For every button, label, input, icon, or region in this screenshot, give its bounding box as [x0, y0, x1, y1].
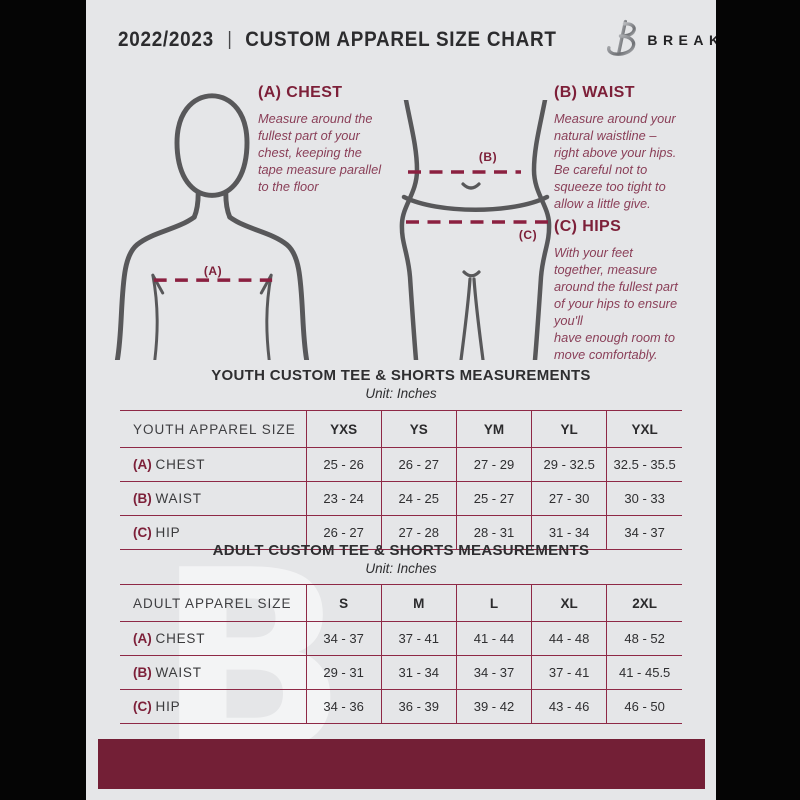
- adult-table-title: ADULT CUSTOM TEE & SHORTS MEASUREMENTS: [212, 542, 590, 559]
- cell: 34 - 37: [455, 655, 532, 690]
- hips-guide-heading: (C) HIPS: [554, 218, 622, 235]
- header-title-group: 2022/2023 | CUSTOM APPAREL SIZE CHART: [118, 28, 557, 52]
- cell: 34 - 36: [305, 689, 382, 724]
- youth-size-table: YOUTH APPAREL SIZE YXS YS YM YL YXL (A) …: [120, 410, 682, 550]
- waist-guide-heading: (B) WAIST: [554, 84, 635, 101]
- adult-header-row: ADULT APPAREL SIZE S M L XL 2XL: [120, 584, 682, 622]
- adult-table-unit: Unit: Inches: [365, 561, 437, 576]
- title-separator: |: [227, 29, 232, 50]
- cell: 27 - 28: [380, 515, 457, 550]
- youth-chest-row: (A) CHEST 25 - 26 26 - 27 27 - 29 29 - 3…: [120, 447, 682, 482]
- chest-guide-section: (A) CHEST Measure around the fullest par…: [258, 84, 403, 195]
- waist-marker-label: (B): [478, 150, 498, 164]
- row-label: (A) CHEST: [120, 447, 307, 482]
- youth-table-title: YOUTH CUSTOM TEE & SHORTS MEASUREMENTS: [211, 367, 591, 384]
- size-col-yl: YL: [531, 410, 607, 448]
- size-col-l: L: [455, 584, 532, 622]
- brand-group: BREAKAWAY: [605, 19, 716, 62]
- cell: 36 - 39: [380, 689, 457, 724]
- cell: 37 - 41: [531, 655, 607, 690]
- footer-bar: [98, 739, 705, 789]
- breakaway-logo-icon: [605, 19, 638, 62]
- size-col-yxl: YXL: [606, 410, 682, 448]
- youth-size-column-header: YOUTH APPAREL SIZE: [120, 410, 307, 448]
- adult-size-table: ADULT APPAREL SIZE S M L XL 2XL (A) CHES…: [120, 584, 682, 724]
- youth-hip-row: (C) HIP 26 - 27 27 - 28 28 - 31 31 - 34 …: [120, 515, 682, 550]
- cell: 30 - 33: [606, 481, 682, 516]
- size-col-2xl: 2XL: [606, 584, 682, 622]
- cell: 25 - 27: [455, 481, 532, 516]
- size-col-yxs: YXS: [305, 410, 382, 448]
- chest-guide-text: Measure around the fullest part of your …: [258, 111, 382, 195]
- row-label: (B) WAIST: [120, 655, 307, 690]
- brand-name: BREAKAWAY: [647, 32, 716, 48]
- size-chart-page: B 2022/2023 | CUSTOM APPAREL SIZE CHART: [86, 0, 716, 800]
- cell: 27 - 30: [531, 481, 607, 516]
- cell: 24 - 25: [380, 481, 457, 516]
- cell: 26 - 27: [305, 515, 382, 550]
- cell: 39 - 42: [455, 689, 532, 724]
- waist-guide-section: (B) WAIST Measure around your natural wa…: [554, 84, 704, 212]
- cell: 41 - 44: [455, 621, 532, 656]
- adult-size-column-header: ADULT APPAREL SIZE: [120, 584, 307, 622]
- cell: 28 - 31: [455, 515, 532, 550]
- cell: 29 - 31: [305, 655, 382, 690]
- size-col-m: M: [380, 584, 457, 622]
- cell: 48 - 52: [606, 621, 682, 656]
- hip-marker-label: (C): [518, 228, 538, 242]
- cell: 34 - 37: [305, 621, 382, 656]
- row-label: (C) HIP: [133, 699, 181, 714]
- cell: 32.5 - 35.5: [606, 447, 682, 482]
- adult-waist-row: (B) WAIST 29 - 31 31 - 34 34 - 37 37 - 4…: [120, 655, 682, 690]
- size-col-ym: YM: [455, 410, 532, 448]
- cell: 23 - 24: [305, 481, 382, 516]
- chest-guide-heading: (A) CHEST: [258, 84, 343, 101]
- torso-chest-figure: (A): [112, 84, 312, 360]
- youth-table-wrap: YOUTH APPAREL SIZE YXS YS YM YL YXL (A) …: [120, 410, 682, 550]
- cell: 26 - 27: [380, 447, 457, 482]
- season-label: 2022/2023: [118, 28, 214, 51]
- waist-guide-text: Measure around your natural waistline – …: [554, 111, 677, 212]
- cell: 37 - 41: [380, 621, 457, 656]
- cell: 25 - 26: [305, 447, 382, 482]
- row-label: (A) CHEST: [120, 621, 307, 656]
- youth-table-unit: Unit: Inches: [365, 386, 437, 401]
- cell: 29 - 32.5: [531, 447, 607, 482]
- cell: 43 - 46: [531, 689, 607, 724]
- cell: 31 - 34: [531, 515, 607, 550]
- hips-guide-section: (C) HIPS With your feet together, measur…: [554, 218, 706, 363]
- row-label: (C) HIP: [133, 525, 181, 540]
- chest-marker-label: (A): [203, 264, 223, 278]
- page-header: 2022/2023 | CUSTOM APPAREL SIZE CHART: [118, 19, 716, 58]
- cell: 31 - 34: [380, 655, 457, 690]
- youth-waist-row: (B) WAIST 23 - 24 24 - 25 25 - 27 27 - 3…: [120, 481, 682, 516]
- cell: 34 - 37: [606, 515, 682, 550]
- size-col-s: S: [305, 584, 382, 622]
- page-title: CUSTOM APPAREL SIZE CHART: [245, 28, 557, 51]
- size-col-ys: YS: [380, 410, 457, 448]
- cell: 41 - 45.5: [606, 655, 682, 690]
- hips-guide-text: With your feet together, measure around …: [554, 245, 678, 363]
- adult-table-wrap: ADULT APPAREL SIZE S M L XL 2XL (A) CHES…: [120, 584, 682, 724]
- adult-hip-row: (C) HIP 34 - 36 36 - 39 39 - 42 43 - 46 …: [120, 689, 682, 724]
- cell: 27 - 29: [455, 447, 532, 482]
- adult-chest-row: (A) CHEST 34 - 37 37 - 41 41 - 44 44 - 4…: [120, 621, 682, 656]
- size-col-xl: XL: [531, 584, 607, 622]
- cell: 46 - 50: [606, 689, 682, 724]
- cell: 44 - 48: [531, 621, 607, 656]
- youth-header-row: YOUTH APPAREL SIZE YXS YS YM YL YXL: [120, 410, 682, 448]
- row-label: (B) WAIST: [120, 481, 307, 516]
- torso-hip-figure: (B) (C): [393, 100, 558, 360]
